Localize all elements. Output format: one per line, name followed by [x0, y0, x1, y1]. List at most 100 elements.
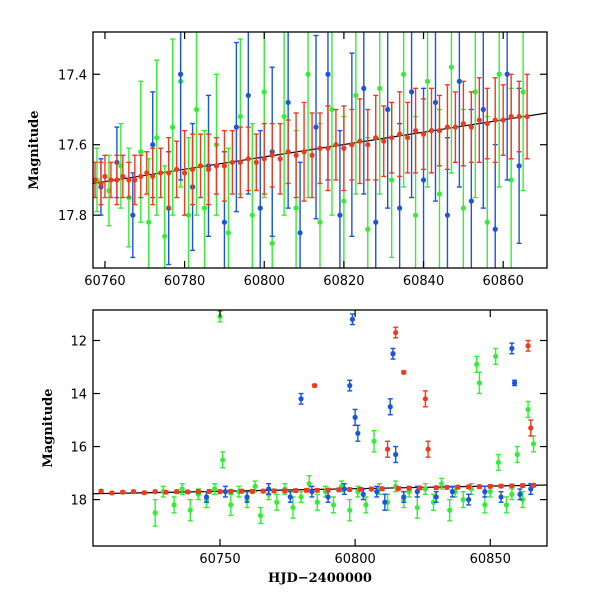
data-marker	[468, 124, 474, 130]
bottom-red-point	[184, 489, 191, 495]
top-green-point	[496, 32, 502, 188]
data-marker	[393, 329, 399, 336]
data-marker	[357, 486, 364, 492]
bottom-blue-point	[347, 379, 353, 392]
data-marker	[361, 85, 367, 91]
data-marker	[466, 496, 472, 503]
bottom-red-point	[195, 489, 201, 495]
top-red-point	[468, 91, 474, 164]
top-red-point	[245, 126, 251, 192]
data-marker	[285, 99, 291, 106]
data-marker	[487, 489, 493, 495]
top-red-point	[108, 161, 114, 199]
bottom-y-axis-title: Magnitude	[41, 388, 56, 467]
bottom-green-point	[439, 477, 445, 490]
bottom-blue-point	[511, 379, 518, 387]
top-blue-point	[297, 161, 303, 268]
data-marker	[449, 489, 456, 495]
data-marker	[425, 446, 431, 452]
data-marker	[120, 173, 126, 180]
bottom-y-tick-label: 12	[70, 334, 87, 349]
data-marker	[274, 499, 280, 505]
data-marker	[233, 124, 239, 130]
data-marker	[455, 484, 461, 490]
data-marker	[325, 71, 331, 77]
top-red-point	[166, 136, 172, 209]
bottom-light-curve-panel: 60750 60800 60850 12 14 16 18 Magnitude HJD−24…	[41, 309, 548, 586]
bottom-x-tick-label: 60750	[199, 552, 240, 567]
data-marker	[114, 177, 120, 183]
data-marker	[130, 489, 137, 495]
data-marker	[184, 489, 191, 495]
data-marker	[166, 170, 172, 176]
data-marker	[98, 488, 104, 494]
data-marker	[245, 92, 251, 99]
top-red-point	[301, 101, 307, 202]
data-marker	[261, 89, 267, 95]
data-marker	[163, 489, 169, 495]
data-marker	[245, 156, 251, 162]
data-marker	[474, 361, 480, 367]
data-marker	[138, 149, 144, 155]
top-green-point	[377, 32, 383, 195]
data-marker	[266, 486, 272, 492]
data-marker	[377, 85, 383, 91]
top-red-point	[365, 108, 371, 181]
data-marker	[298, 396, 304, 402]
data-marker	[237, 159, 243, 165]
bottom-green-point	[493, 347, 499, 366]
top-red-point	[120, 154, 126, 199]
data-marker	[314, 499, 320, 505]
data-marker	[389, 135, 395, 141]
top-red-point	[436, 94, 443, 167]
bottom-blue-point	[382, 493, 388, 511]
data-marker	[520, 89, 526, 95]
data-marker	[333, 142, 339, 148]
data-marker	[517, 491, 523, 497]
bottom-blue-point	[466, 493, 472, 506]
top-x-tick-label: 60780	[164, 274, 205, 289]
bottom-red-point	[260, 488, 266, 494]
top-green-point	[201, 129, 208, 268]
data-marker	[152, 510, 158, 516]
top-red-point	[317, 112, 323, 185]
data-marker	[212, 486, 218, 492]
top-red-point	[197, 133, 204, 199]
bottom-red-point	[293, 487, 299, 494]
top-red-point	[381, 105, 387, 178]
data-marker	[187, 507, 193, 513]
data-marker	[393, 451, 399, 458]
data-marker	[508, 177, 514, 183]
data-marker	[444, 484, 450, 490]
data-marker	[171, 502, 177, 508]
top-red-point	[277, 122, 283, 195]
bottom-green-point	[495, 453, 501, 472]
bottom-red-point	[379, 486, 385, 492]
data-marker	[108, 177, 114, 183]
data-marker	[468, 198, 474, 204]
data-marker	[498, 483, 504, 489]
data-marker	[269, 152, 275, 158]
data-marker	[220, 457, 226, 463]
data-marker	[120, 489, 126, 495]
bottom-green-point	[530, 435, 537, 453]
data-marker	[387, 404, 393, 410]
bottom-green-point	[447, 498, 453, 522]
bottom-red-point	[498, 483, 504, 489]
data-marker	[384, 446, 391, 452]
data-marker	[301, 149, 307, 155]
bottom-red-point	[98, 488, 104, 494]
bottom-green-point	[514, 445, 520, 464]
data-marker	[414, 489, 420, 495]
bottom-red-point	[120, 489, 126, 495]
top-green-point	[305, 32, 311, 199]
data-marker	[206, 488, 212, 494]
data-marker	[102, 173, 108, 180]
data-marker	[179, 486, 185, 492]
data-marker	[433, 485, 439, 491]
data-marker	[152, 489, 158, 495]
bottom-green-point	[314, 493, 320, 511]
data-marker	[360, 491, 366, 497]
bottom-blue-point	[349, 313, 356, 326]
data-marker	[98, 180, 104, 187]
